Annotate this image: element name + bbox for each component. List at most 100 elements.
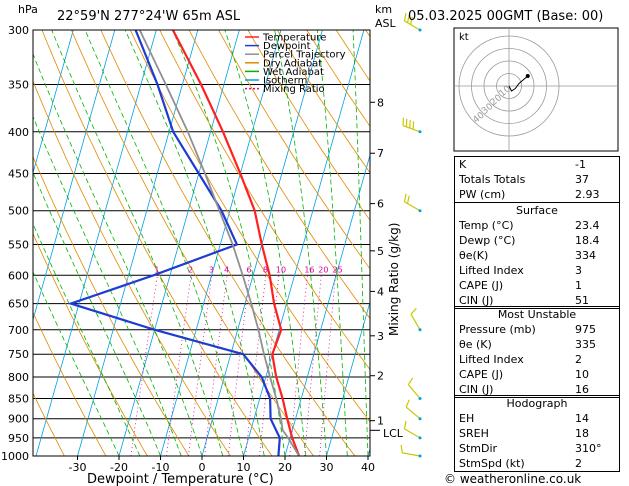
hodograph-row: StmSpd (kt) 2: [459, 457, 582, 470]
mixing-ratio-label: 25: [333, 265, 343, 274]
pressure-tick-label: 950: [8, 432, 29, 445]
wind-barb-flag: [400, 444, 403, 453]
wind-barb-base: [418, 417, 422, 421]
pressure-tick-label: 550: [8, 238, 29, 251]
temperature-tick-label: -10: [152, 461, 170, 474]
isotherm: [243, 30, 365, 456]
profile-parcel-trajectory: [138, 30, 300, 456]
wind-barb-flag: [410, 307, 417, 315]
pressure-tick-label: 600: [8, 269, 29, 282]
mixing-ratio-label: 20: [318, 265, 328, 274]
isotherm: [33, 30, 74, 175]
isotherm: [160, 30, 282, 456]
mixing-ratio-line: [204, 275, 228, 456]
wind-barb-base: [418, 328, 422, 332]
wet-adiabat: [33, 52, 203, 456]
mixing-ratio-line: [245, 275, 267, 456]
wet-adiabat: [51, 30, 224, 456]
dry-adiabat: [33, 232, 148, 456]
wind-barb-flag: [406, 195, 410, 204]
index-row: K -1: [459, 158, 586, 171]
legend-entry: Temperature: [262, 33, 326, 44]
pressure-tick-label: 900: [8, 413, 29, 426]
dry-adiabat: [129, 30, 370, 423]
pressure-tick-label: 800: [8, 371, 29, 384]
height-tick-label: 8: [377, 96, 384, 109]
legend-entry: Wet Adiabat: [263, 67, 324, 78]
temperature-tick-label: 0: [199, 461, 206, 474]
wet-adiabat: [352, 30, 369, 456]
mixing-ratio-label: 4: [224, 265, 229, 274]
wind-barbs: [400, 13, 422, 458]
surface-row: Dewp (°C) 18.4: [459, 234, 600, 247]
wind-barb-staff: [407, 384, 421, 399]
wet-adiabat: [33, 270, 120, 456]
background-lines: [33, 30, 370, 456]
wind-barb-flag: [403, 13, 407, 22]
datetime-title: 05.03.2025 00GMT (Base: 00): [408, 9, 603, 24]
temperature-axis: -30 -20 -10 0 10 20 30 40: [69, 456, 375, 474]
location-title: 22°59'N 277°24'W 65m ASL: [57, 9, 241, 24]
indices-table: K -1 Totals Totals 37 PW (cm) 2.93: [454, 156, 620, 203]
mixing-ratio-line: [188, 275, 213, 456]
mixing-ratio-line: [319, 275, 336, 456]
hodograph-trace: [508, 75, 529, 92]
pressure-tick-label: 350: [8, 79, 29, 92]
isotherm: [77, 30, 199, 456]
wind-barb-base: [418, 130, 422, 134]
surface-row: θe(K) 334: [459, 249, 596, 262]
mixing-ratio-label: 8: [263, 265, 268, 274]
hodograph-frame: [453, 27, 619, 152]
pressure-tick-label: 700: [8, 324, 29, 337]
wet-adiabat: [33, 115, 182, 456]
dry-adiabat: [41, 30, 273, 456]
dry-adiabat: [33, 392, 65, 456]
wind-barb-flag: [403, 420, 407, 429]
dry-adiabat: [33, 155, 190, 456]
hodograph-title: Hodograph: [506, 397, 568, 410]
hodograph-table: Hodograph EH 14 SREH 18 StmDir 310° StmSpd …: [454, 395, 620, 472]
mixing-ratio-label: 1: [154, 265, 159, 274]
legend-entry: Dry Adiabat: [263, 58, 322, 69]
wind-barb-staff: [402, 125, 421, 133]
pressure-tick-label: 850: [8, 392, 29, 405]
dry-adiabat: [33, 311, 107, 456]
height-tick-label: 3: [377, 330, 384, 343]
copyright: © weatheronline.co.uk: [444, 472, 581, 486]
hodograph-row: EH 14: [459, 412, 589, 425]
wind-barb-flag: [406, 14, 410, 23]
surface-row: CAPE (J) 1: [459, 279, 582, 292]
height-tick-label: 2: [377, 370, 384, 383]
hodograph-row: SREH 18: [459, 427, 589, 440]
profile-dewpoint: [67, 30, 281, 456]
wet-adiabat: [124, 30, 265, 456]
wind-barb-staff: [404, 428, 421, 439]
height-tick-label: 5: [377, 245, 384, 258]
pressure-tick-label: 500: [8, 205, 29, 218]
km-label: km: [375, 3, 392, 16]
height-tick-label: 7: [377, 147, 384, 160]
index-row: Totals Totals 37: [459, 173, 589, 186]
unstable-table: Most Unstable Pressure (mb) 975 θe (K) 335…: [454, 306, 620, 398]
wet-adiabat: [224, 30, 307, 456]
unstable-row: CAPE (J) 10: [459, 368, 589, 381]
surface-row: Temp (°C) 23.4: [459, 219, 600, 232]
hodograph-storm-point: [525, 74, 530, 78]
surface-row: Lifted Index 3: [459, 264, 582, 277]
hodograph-row: StmDir 310°: [459, 442, 602, 455]
height-tick-label: 6: [377, 198, 384, 211]
wind-barb-staff: [402, 452, 421, 457]
height-tick-label: 4: [377, 285, 384, 298]
isotherm: [326, 300, 370, 456]
asl-label: ASL: [375, 17, 397, 30]
unstable-row: Pressure (mb) 975: [459, 323, 596, 336]
hodograph-unit: kt: [459, 32, 469, 43]
index-row: PW (cm) 2.93: [459, 188, 600, 201]
dry-adiabat: [33, 80, 231, 456]
mixing-ratio-line: [227, 275, 250, 456]
profile-temperature: [171, 30, 301, 456]
units-label: hPa: [18, 3, 38, 16]
pressure-tick-label: 750: [8, 348, 29, 361]
